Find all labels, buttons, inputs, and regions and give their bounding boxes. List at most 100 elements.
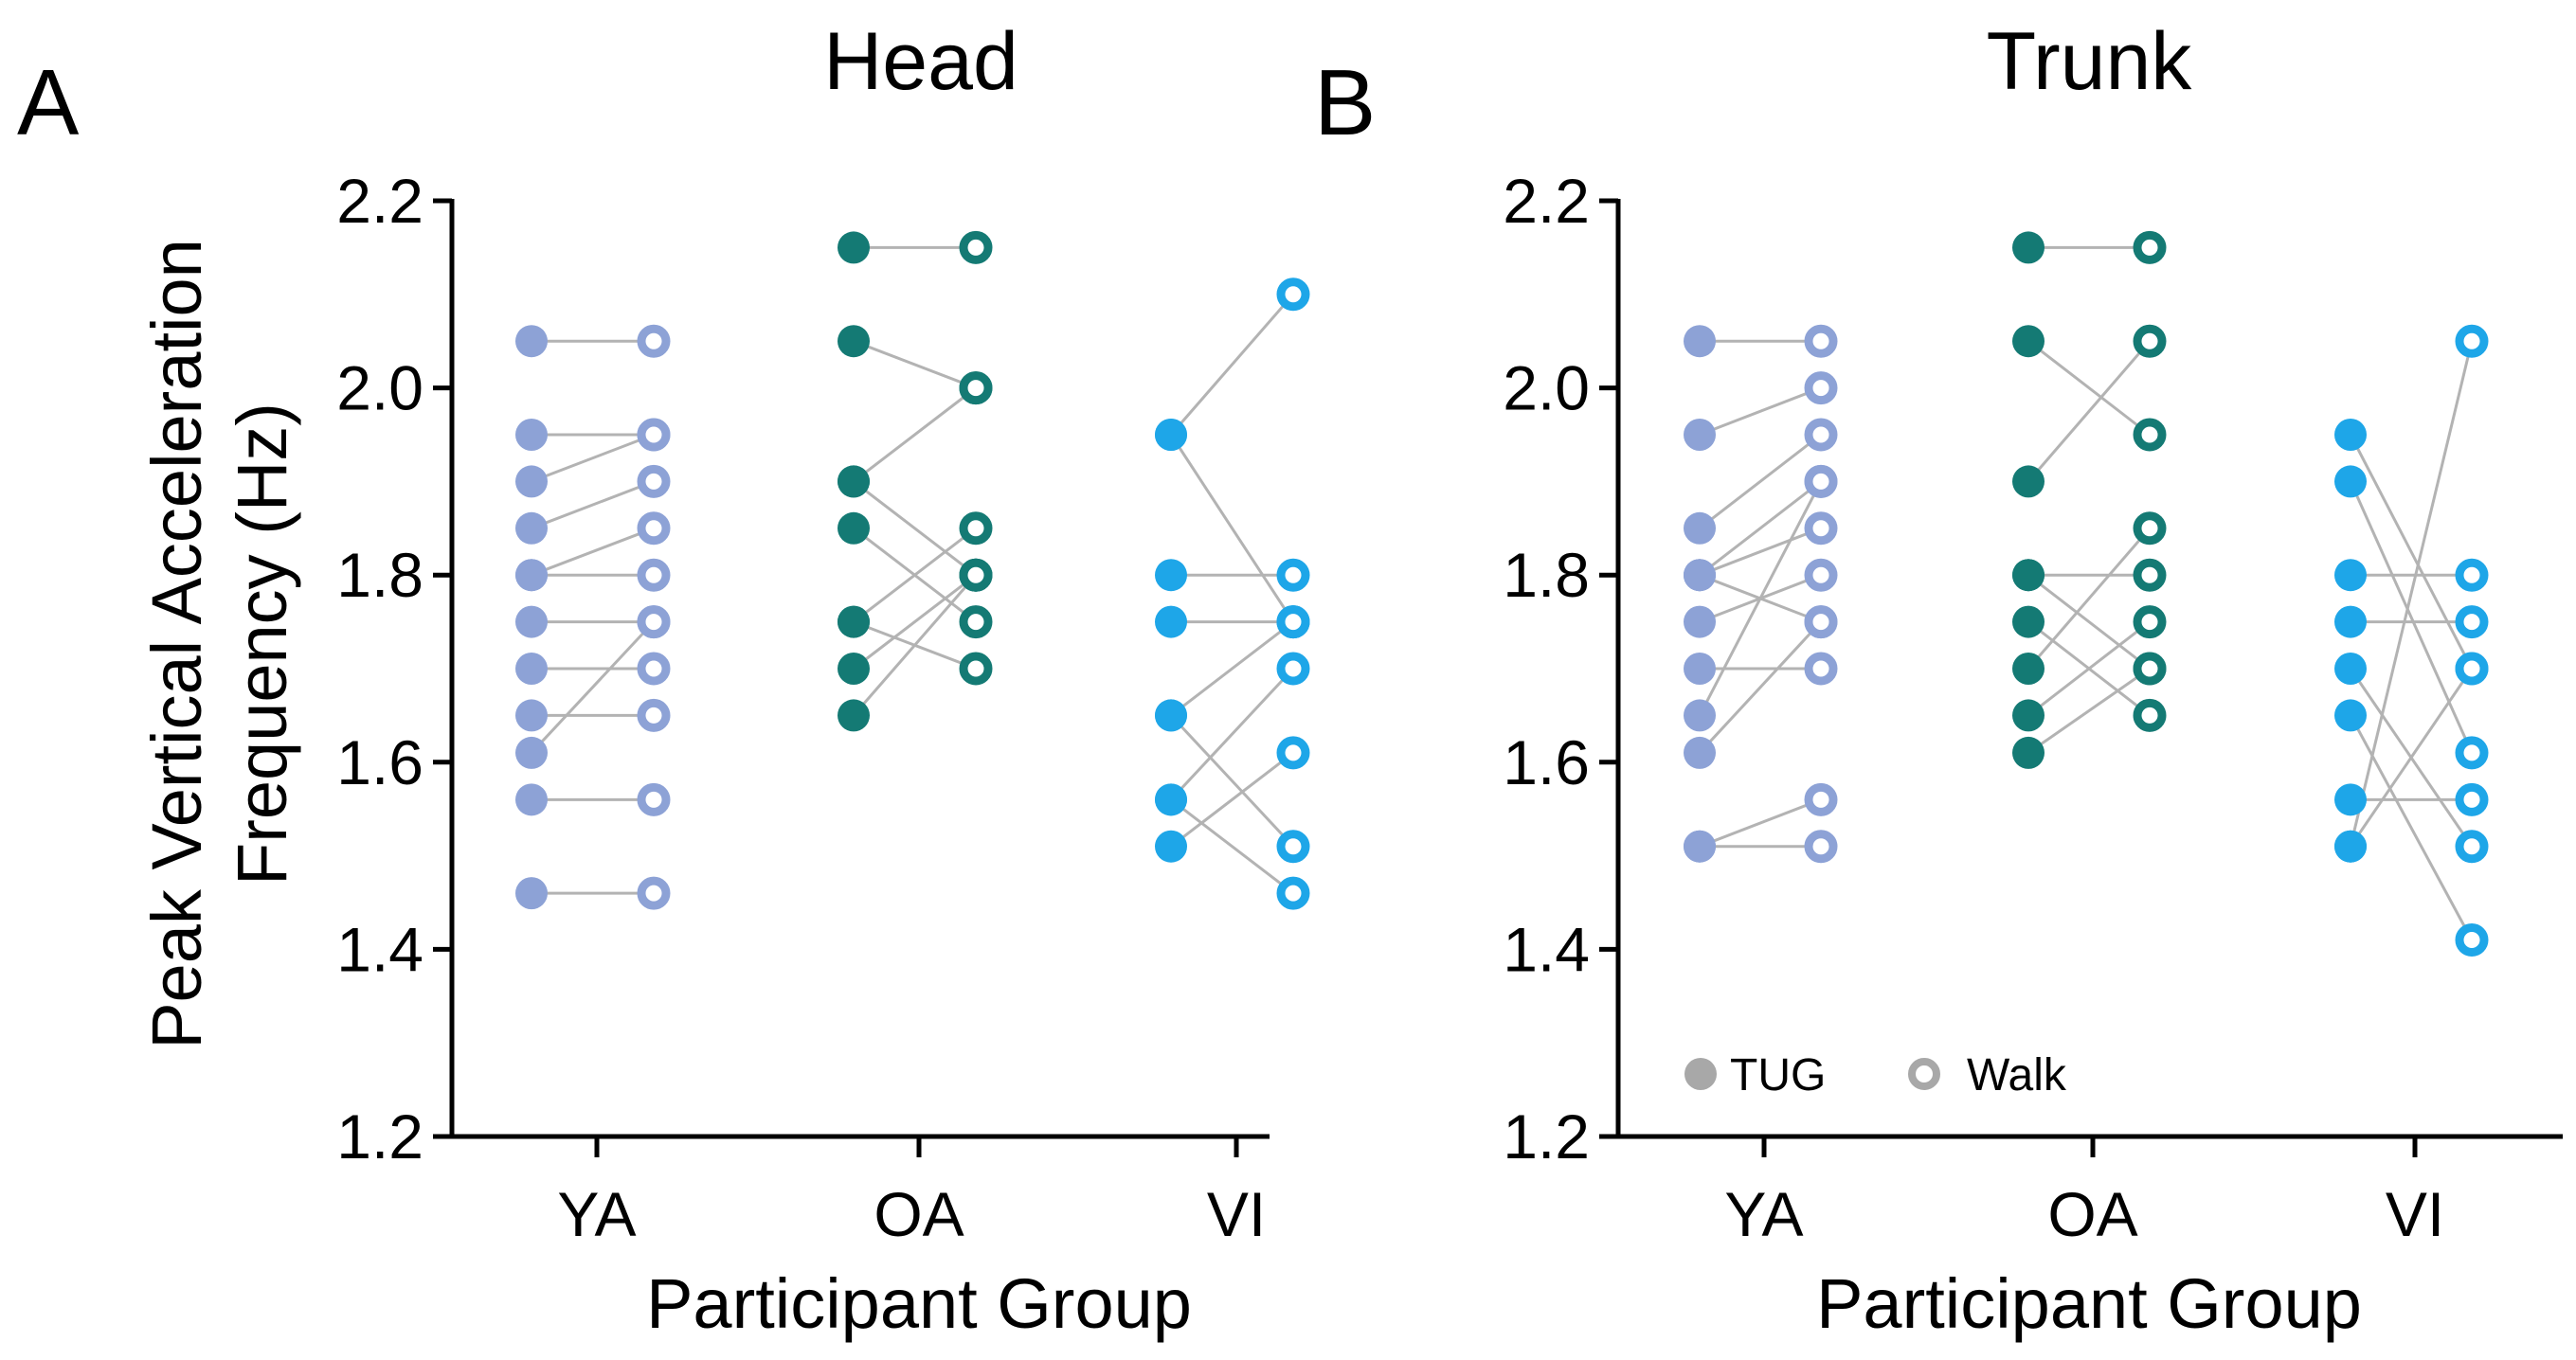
walk-point (637, 464, 671, 498)
walk-point (637, 876, 671, 910)
legend-tug-label: TUG (1730, 1050, 1826, 1101)
tug-point (515, 559, 548, 592)
tug-point (1684, 605, 1716, 638)
pair-connector (531, 479, 655, 530)
tug-point (515, 877, 548, 910)
pair-connector (2349, 480, 2474, 754)
tug-point (1684, 559, 1716, 592)
pair-connector (2349, 434, 2474, 670)
walk-point (2133, 558, 2167, 592)
walk-point (2455, 324, 2489, 358)
tug-point (2334, 605, 2367, 638)
tug-point (2012, 736, 2045, 769)
walk-point (959, 558, 993, 592)
tug-point (515, 783, 548, 816)
walk-point (1276, 558, 1310, 592)
panel-b-plot: 1.2 1.4 1.6 1.8 2.0 2.2 YA OA VI (1503, 166, 2563, 1249)
tug-point (2334, 653, 2367, 685)
x-tick-label: VI (2386, 1179, 2444, 1249)
pair-connector (2349, 340, 2474, 848)
tug-point (1684, 653, 1716, 685)
tug-point (515, 511, 548, 545)
tug-point (838, 465, 870, 498)
tug-point (2334, 699, 2367, 732)
pair-connector (1169, 667, 1295, 801)
pair-connector (2027, 574, 2151, 671)
pair-connector (1169, 714, 1295, 848)
walk-point (2455, 923, 2489, 957)
tug-point (1155, 559, 1187, 592)
tug-point (515, 325, 548, 358)
walk-point (2133, 652, 2167, 686)
tug-point (838, 511, 870, 545)
y-tick-label: 2.0 (336, 353, 423, 423)
tug-point (2012, 465, 2045, 498)
walk-point (637, 558, 671, 592)
legend-walk-label: Walk (1967, 1050, 2067, 1101)
tug-point (2012, 325, 2045, 358)
tug-point (838, 231, 870, 264)
pair-connector (531, 527, 655, 577)
tug-point (2012, 559, 2045, 592)
legend: TUG Walk (1684, 1050, 2067, 1101)
walk-point (637, 698, 671, 732)
walk-point (2455, 558, 2489, 592)
panel-b-title: Trunk (1987, 16, 2193, 107)
tug-point (2334, 419, 2367, 451)
tug-point (1155, 830, 1187, 863)
pair-connector (530, 620, 656, 754)
walk-point (1804, 464, 1838, 498)
tug-point (515, 605, 548, 638)
walk-point (1804, 324, 1838, 358)
pair-connector (1698, 480, 1823, 717)
pair-connector (1169, 293, 1295, 436)
walk-point (1276, 736, 1310, 770)
pair-connector (531, 433, 655, 483)
tug-point (2012, 653, 2045, 685)
tug-point (2334, 783, 2367, 816)
pair-connector (1699, 527, 1822, 577)
y-tick-label: 2.2 (1503, 166, 1590, 236)
pair-connector (2027, 620, 2151, 717)
walk-point (1804, 511, 1838, 546)
tug-point (2012, 699, 2045, 732)
tug-point (1684, 830, 1716, 863)
panel-b-x-axis-label: Participant Group (1816, 1264, 2362, 1343)
walk-point (1804, 782, 1838, 816)
walk-point (637, 324, 671, 358)
y-tick-label: 1.8 (1503, 540, 1590, 610)
walk-point (637, 511, 671, 546)
tug-point (2012, 605, 2045, 638)
pair-connector (2349, 714, 2474, 941)
walk-point (1804, 558, 1838, 592)
walk-point (959, 371, 993, 405)
walk-point (2133, 605, 2167, 639)
walk-point (637, 605, 671, 639)
walk-point (637, 652, 671, 686)
walk-point (959, 652, 993, 686)
pair-connector (853, 620, 977, 671)
pair-connector (1170, 620, 1294, 717)
tug-point (2334, 465, 2367, 498)
tug-point (515, 699, 548, 732)
walk-point (2133, 511, 2167, 546)
pair-connector (853, 339, 977, 390)
walk-point (1804, 371, 1838, 405)
x-tick-label: OA (874, 1179, 964, 1249)
walk-point (2133, 698, 2167, 732)
legend-walk-marker (1908, 1058, 1940, 1090)
tug-point (1684, 736, 1716, 769)
walk-point (2133, 230, 2167, 264)
y-axis-label-line-1: Peak Vertical Acceleration (137, 239, 216, 1049)
tug-point (1155, 605, 1187, 638)
x-tick-label: OA (2047, 1179, 2137, 1249)
walk-point (1276, 277, 1310, 312)
tug-point (838, 699, 870, 732)
walk-point (1804, 652, 1838, 686)
walk-point (2455, 652, 2489, 686)
tug-point (515, 419, 548, 451)
tug-point (1155, 699, 1187, 732)
x-tick-label: VI (1207, 1179, 1266, 1249)
y-axis-label-line-2: Frequency (Hz) (223, 403, 301, 886)
